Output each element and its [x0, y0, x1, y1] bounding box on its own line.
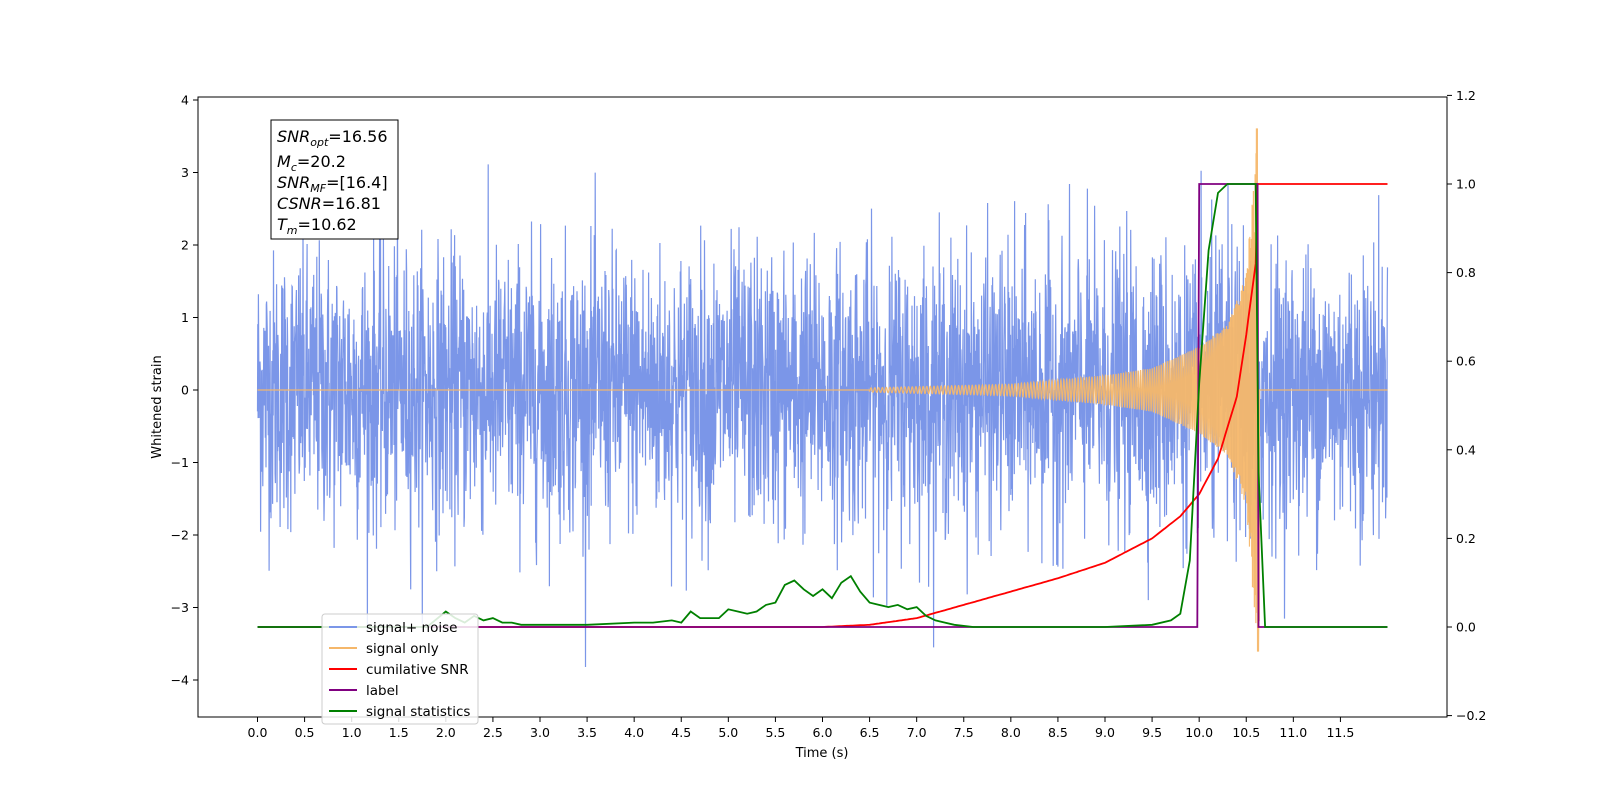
- series-signal-only: [257, 128, 1388, 652]
- x-tick-label: 2.0: [436, 725, 456, 740]
- y2-tick-label: 0.8: [1456, 265, 1476, 280]
- y-tick-label: −1: [171, 455, 189, 470]
- x-tick-label: 8.5: [1048, 725, 1068, 740]
- annotation-snr-mf: SNRMF=[16.4]: [277, 173, 388, 195]
- x-tick-label: 1.5: [389, 725, 409, 740]
- x-tick-label: 3.0: [530, 725, 550, 740]
- y-tick-label: 2: [181, 238, 189, 253]
- y-tick-label: −4: [171, 673, 189, 688]
- y-tick-label: −3: [171, 600, 189, 615]
- x-tick-label: 7.5: [954, 725, 974, 740]
- x-tick-label: 4.5: [671, 725, 691, 740]
- y-tick-label: 4: [181, 93, 189, 108]
- x-tick-label: 2.5: [483, 725, 503, 740]
- x-tick-label: 10.0: [1185, 725, 1213, 740]
- x-tick-label: 11.5: [1326, 725, 1354, 740]
- x-tick-label: 5.0: [718, 725, 738, 740]
- x-tick-label: 0.5: [295, 725, 315, 740]
- x-tick-label: 1.0: [342, 725, 362, 740]
- x-tick-label: 11.0: [1279, 725, 1307, 740]
- x-tick-label: 9.5: [1142, 725, 1162, 740]
- y2-tick-label: −0.2: [1456, 708, 1486, 723]
- annotation-snr-opt: SNRopt=16.56: [277, 127, 388, 149]
- x-axis-label: Time (s): [795, 746, 849, 761]
- y2-tick-label: 0.6: [1456, 354, 1476, 369]
- y2-tick-label: 1.2: [1456, 88, 1476, 103]
- y-tick-label: 3: [181, 165, 189, 180]
- y-axis-right: 1.2 1.0 0.8 0.6 0.4 0.2 0.0 −0.2: [1447, 88, 1486, 723]
- legend-label-signal-noise: signal+ noise: [366, 620, 457, 636]
- legend-label-label: label: [366, 683, 399, 699]
- x-axis: 0.0 0.5 1.0 1.5 2.0 2.5 3.0 3.5 4.0 4.5 5.0 5.5 6.0 6…: [248, 717, 1354, 740]
- x-tick-label: 10.5: [1232, 725, 1260, 740]
- legend-frame: [321, 613, 479, 725]
- series-signal-statistics: [257, 183, 1388, 628]
- annotation-csnr: CSNR=16.81: [277, 194, 381, 213]
- y-axis-left: 4 3 2 1 0 −1 −2 −3 −4: [171, 93, 198, 688]
- plot-area: [256, 128, 1389, 668]
- legend-label-signal-statistics: signal statistics: [366, 704, 470, 720]
- legend-label-cumulative-snr: cumilative SNR: [366, 662, 469, 678]
- annotation-box-frame: [270, 119, 399, 240]
- x-tick-label: 7.0: [907, 725, 927, 740]
- x-tick-label: 9.0: [1095, 725, 1115, 740]
- x-tick-label: 4.0: [624, 725, 644, 740]
- x-tick-label: 3.5: [577, 725, 597, 740]
- x-tick-label: 6.0: [813, 725, 833, 740]
- y2-tick-label: 1.0: [1456, 177, 1476, 192]
- annotation-mc: Mc=20.2: [277, 152, 346, 174]
- y2-tick-label: 0.0: [1456, 620, 1476, 635]
- x-tick-label: 6.5: [860, 725, 880, 740]
- x-tick-label: 0.0: [248, 725, 268, 740]
- x-tick-label: 5.5: [765, 725, 785, 740]
- y-tick-label: −2: [171, 528, 189, 543]
- legend: signal+ noise signal only cumilative SNR…: [321, 613, 479, 725]
- y2-tick-label: 0.2: [1456, 531, 1476, 546]
- x-tick-label: 8.0: [1001, 725, 1021, 740]
- y2-tick-label: 0.4: [1456, 442, 1476, 457]
- annotation-tm: Tm=10.62: [277, 215, 357, 237]
- annotation-box: SNRopt=16.56 Mc=20.2 SNRMF=[16.4] CSNR=1…: [270, 119, 399, 240]
- y-tick-label: 0: [181, 383, 189, 398]
- y-tick-label: 1: [181, 310, 189, 325]
- y-axis-label: Whitened strain: [150, 355, 165, 458]
- legend-label-signal-only: signal only: [366, 641, 439, 657]
